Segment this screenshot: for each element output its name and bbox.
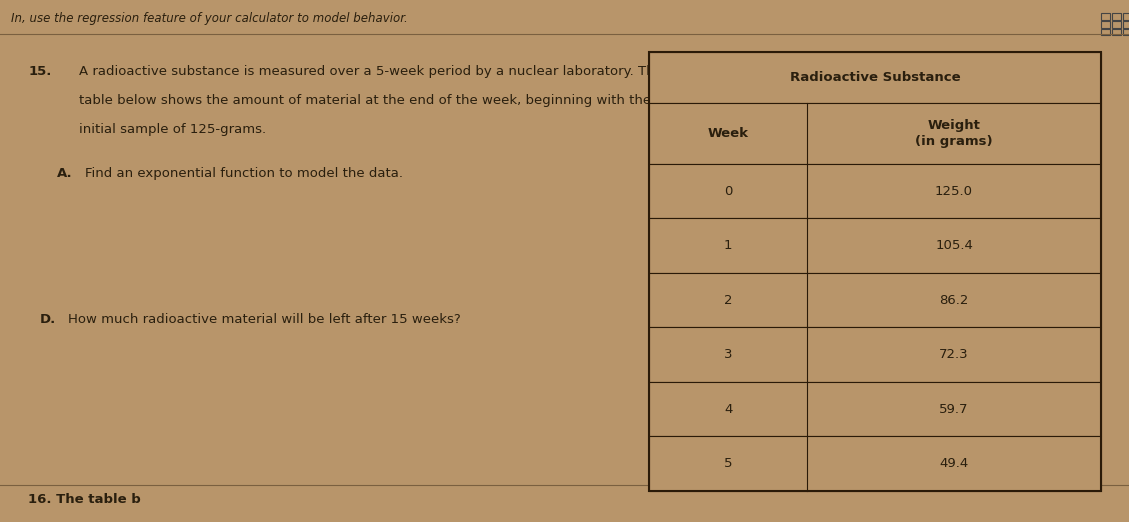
Text: 125.0: 125.0	[935, 185, 973, 198]
Bar	[1123, 13, 1129, 20]
Text: 15.: 15.	[28, 65, 52, 78]
Text: 0: 0	[724, 185, 733, 198]
Bar	[649, 164, 1101, 219]
Bar	[649, 382, 1101, 436]
Text: A.: A.	[56, 167, 72, 180]
Bar	[1101, 29, 1110, 35]
Text: 72.3: 72.3	[939, 348, 969, 361]
Text: How much radioactive material will be left after 15 weeks?: How much radioactive material will be le…	[68, 313, 461, 326]
Text: 16. The table b: 16. The table b	[28, 493, 141, 506]
Bar	[1101, 21, 1110, 28]
Text: table below shows the amount of material at the end of the week, beginning with : table below shows the amount of material…	[79, 94, 651, 107]
Bar	[1112, 29, 1121, 35]
Bar	[1112, 13, 1121, 20]
Bar	[1112, 21, 1121, 28]
Text: 5: 5	[724, 457, 733, 470]
Text: 1: 1	[724, 239, 733, 252]
Bar	[1123, 29, 1129, 35]
Bar	[1123, 21, 1129, 28]
Text: 59.7: 59.7	[939, 402, 969, 416]
Text: D.: D.	[40, 313, 55, 326]
Text: 4: 4	[724, 402, 733, 416]
Text: 86.2: 86.2	[939, 293, 969, 306]
Bar	[1101, 13, 1110, 20]
Text: 3: 3	[724, 348, 733, 361]
Bar	[649, 436, 1101, 491]
Text: A radioactive substance is measured over a 5-week period by a nuclear laboratory: A radioactive substance is measured over…	[79, 65, 663, 78]
Text: Radioactive Substance: Radioactive Substance	[789, 71, 961, 84]
Bar	[649, 103, 1101, 164]
Bar	[649, 52, 1101, 103]
Bar	[649, 327, 1101, 382]
Text: 2: 2	[724, 293, 733, 306]
Text: In, use the regression feature of your calculator to model behavior.: In, use the regression feature of your c…	[11, 12, 408, 25]
Text: Week: Week	[708, 127, 749, 140]
Text: Find an exponential function to model the data.: Find an exponential function to model th…	[85, 167, 403, 180]
Bar	[649, 219, 1101, 273]
Text: 49.4: 49.4	[939, 457, 969, 470]
Bar	[649, 52, 1101, 491]
Bar	[649, 273, 1101, 327]
Text: initial sample of 125-grams.: initial sample of 125-grams.	[79, 123, 266, 136]
Text: 105.4: 105.4	[935, 239, 973, 252]
Text: Weight
(in grams): Weight (in grams)	[916, 119, 992, 148]
